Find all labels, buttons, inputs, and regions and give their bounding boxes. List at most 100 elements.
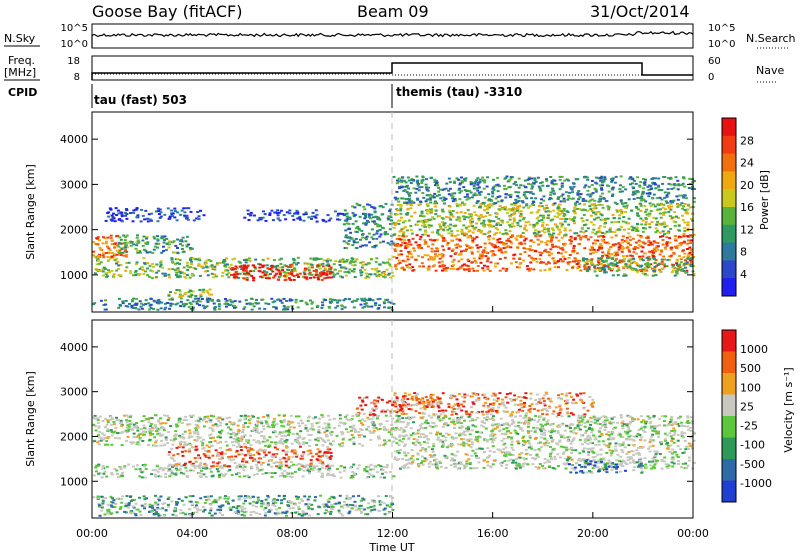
scatter-cell bbox=[196, 431, 200, 434]
scatter-cell bbox=[152, 299, 156, 302]
scatter-cell bbox=[507, 237, 510, 240]
scatter-cell bbox=[635, 228, 639, 231]
scatter-cell bbox=[391, 274, 395, 277]
scatter-cell bbox=[405, 264, 409, 267]
scatter-cell bbox=[344, 229, 348, 232]
scatter-cell bbox=[537, 231, 541, 233]
scatter-cell bbox=[371, 216, 375, 219]
scatter-cell bbox=[348, 268, 352, 271]
scatter-cell bbox=[316, 276, 320, 279]
scatter-cell bbox=[689, 250, 693, 253]
scatter-cell bbox=[551, 227, 555, 230]
scatter-cell bbox=[116, 260, 120, 263]
scatter-cell bbox=[255, 423, 259, 426]
scatter-cell bbox=[472, 269, 476, 272]
scatter-cell bbox=[191, 469, 195, 472]
scatter-cell bbox=[172, 240, 176, 243]
scatter-cell bbox=[628, 265, 632, 268]
scatter-cell bbox=[142, 248, 146, 251]
scatter-cell bbox=[287, 277, 291, 280]
scatter-cell bbox=[328, 465, 332, 468]
scatter-cell bbox=[495, 262, 499, 265]
scatter-cell bbox=[689, 206, 693, 209]
scatter-cell bbox=[621, 220, 625, 223]
scatter-cell bbox=[363, 435, 366, 438]
scatter-cell bbox=[211, 276, 215, 279]
scatter-cell bbox=[189, 469, 193, 472]
scatter-cell bbox=[594, 242, 597, 245]
scatter-cell bbox=[357, 414, 361, 417]
scatter-cell bbox=[416, 183, 420, 186]
scatter-cell bbox=[539, 182, 543, 185]
scatter-cell bbox=[669, 200, 673, 203]
scatter-cell bbox=[406, 266, 410, 269]
scatter-cell bbox=[465, 193, 469, 196]
scatter-cell bbox=[258, 270, 262, 273]
scatter-cell bbox=[669, 183, 673, 186]
scatter-cell bbox=[260, 435, 264, 438]
scatter-cell bbox=[664, 200, 668, 203]
scatter-cell bbox=[143, 218, 147, 221]
scatter-cell bbox=[614, 243, 618, 246]
scatter-cell bbox=[218, 440, 222, 443]
scatter-cell bbox=[297, 276, 300, 278]
scatter-cell bbox=[359, 269, 363, 272]
scatter-cell bbox=[221, 271, 225, 274]
scatter-cell bbox=[512, 213, 515, 215]
scatter-cell bbox=[475, 244, 479, 247]
scatter-cell bbox=[274, 266, 278, 269]
scatter-cell bbox=[259, 263, 263, 266]
scatter-cell bbox=[642, 187, 646, 190]
scatter-cell bbox=[206, 417, 210, 419]
scatter-cell bbox=[466, 236, 470, 239]
scatter-cell bbox=[284, 464, 288, 467]
scatter-cell bbox=[136, 239, 140, 242]
scatter-cell bbox=[213, 306, 217, 309]
scatter-cell bbox=[117, 274, 121, 277]
scatter-cell bbox=[127, 425, 131, 428]
scatter-cell bbox=[338, 218, 342, 221]
scatter-cell bbox=[477, 219, 481, 222]
scatter-cell bbox=[437, 190, 441, 193]
scatter-cell bbox=[163, 239, 166, 242]
scatter-cell bbox=[663, 223, 667, 226]
scatter-cell bbox=[599, 176, 603, 179]
scatter-cell bbox=[200, 440, 204, 443]
scatter-cell bbox=[298, 272, 302, 275]
scatter-cell bbox=[96, 417, 100, 420]
scatter-cell bbox=[639, 245, 643, 248]
scatter-cell bbox=[270, 465, 274, 468]
scatter-cell bbox=[438, 264, 442, 267]
scatter-cell bbox=[332, 417, 336, 420]
scatter-cell bbox=[344, 234, 348, 237]
scatter-cell bbox=[361, 444, 365, 447]
scatter-cell bbox=[265, 264, 269, 267]
scatter-cell bbox=[452, 267, 456, 270]
scatter-cell bbox=[360, 434, 364, 437]
scatter-cell bbox=[471, 220, 474, 223]
scatter-cell bbox=[451, 195, 455, 198]
scatter-cell bbox=[258, 266, 262, 269]
scatter-cell bbox=[489, 261, 493, 264]
scatter-cell bbox=[533, 177, 537, 180]
scatter-cell bbox=[109, 208, 113, 211]
scatter-cell bbox=[489, 203, 493, 206]
scatter-cell bbox=[355, 231, 359, 233]
scatter-cell bbox=[397, 177, 401, 180]
scatter-cell bbox=[639, 217, 643, 220]
scatter-cell bbox=[351, 212, 355, 215]
scatter-cell bbox=[675, 195, 679, 198]
scatter-cell bbox=[480, 222, 484, 225]
scatter-cell bbox=[205, 464, 209, 467]
scatter-cell bbox=[319, 274, 323, 277]
scatter-cell bbox=[607, 190, 611, 193]
scatter-cell bbox=[534, 229, 538, 232]
scatter-cell bbox=[640, 270, 643, 273]
scatter-cell bbox=[305, 303, 309, 306]
scatter-cell bbox=[311, 417, 315, 420]
scatter-cell bbox=[644, 223, 648, 226]
scatter-cell bbox=[245, 266, 249, 269]
scatter-cell bbox=[518, 257, 522, 260]
scatter-cell bbox=[551, 235, 554, 238]
scatter-cell bbox=[346, 270, 350, 273]
